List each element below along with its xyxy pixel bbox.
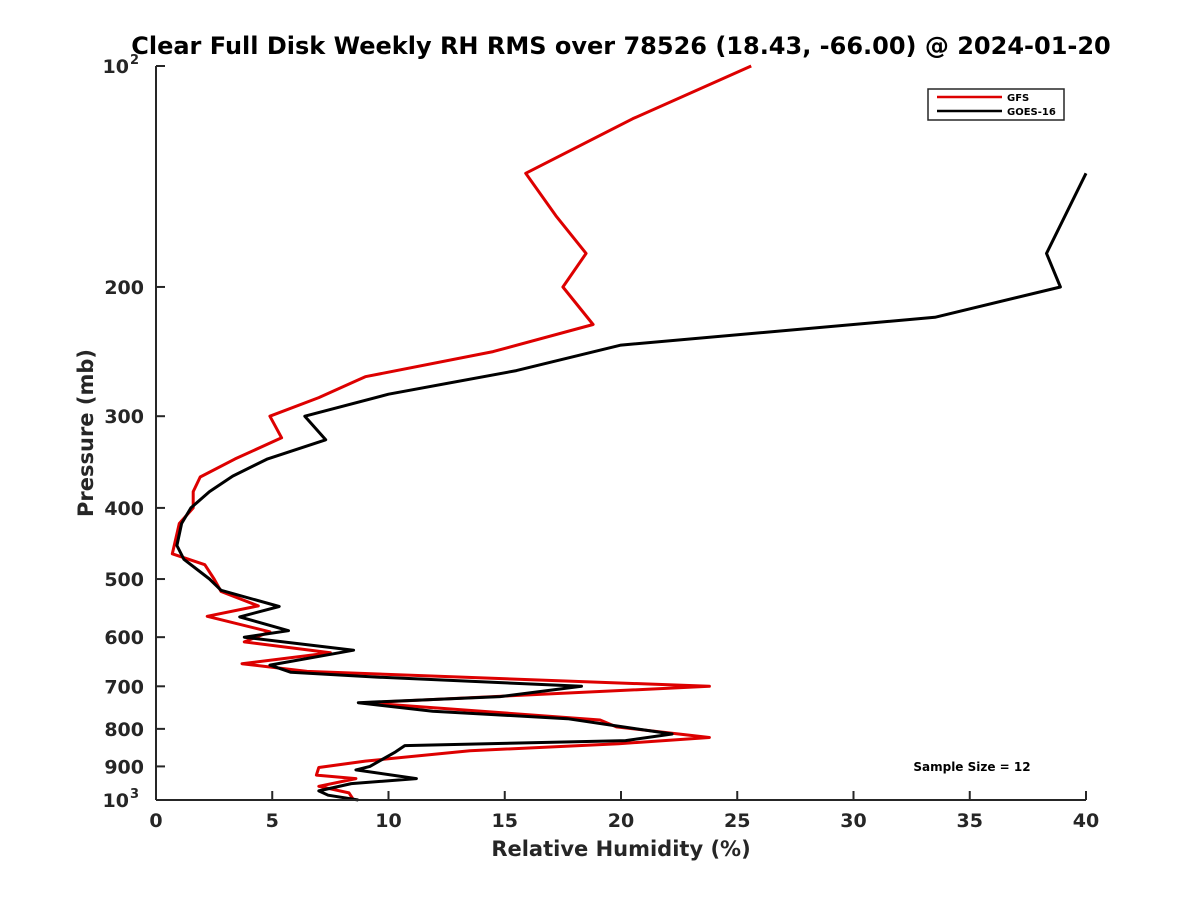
x-tick-label: 5 [266, 810, 279, 832]
y-tick-label-exponent: 3 [130, 787, 139, 802]
y-tick-label-base: 10 [103, 790, 129, 812]
series-line-1 [175, 172, 1088, 802]
y-tick-label: 500 [104, 569, 144, 591]
legend: GFS GOES-16 [927, 88, 1065, 121]
x-ticks: 0 5 10 15 20 25 30 35 40 [149, 791, 1099, 832]
series-line-0 [170, 64, 752, 801]
x-tick-label: 30 [840, 810, 866, 832]
y-tick-label-exponent: 2 [130, 53, 139, 68]
x-tick-label: 10 [375, 810, 401, 832]
x-tick-label: 20 [608, 810, 634, 832]
y-axis-label: Pressure (mb) [74, 349, 98, 517]
legend-label-goes16: GOES-16 [1007, 107, 1056, 118]
x-tick-label: 40 [1073, 810, 1099, 832]
x-tick-label: 15 [492, 810, 518, 832]
y-tick-label: 400 [104, 498, 144, 520]
y-tick-label: 800 [104, 719, 144, 741]
x-axis-label: Relative Humidity (%) [491, 837, 750, 861]
x-tick-label: 35 [957, 810, 983, 832]
legend-box [927, 88, 1065, 121]
x-tick-label: 25 [724, 810, 750, 832]
plot-lines [170, 64, 1088, 802]
sample-size-annotation: Sample Size = 12 [913, 760, 1030, 774]
x-tick-label: 0 [149, 810, 162, 832]
chart-title: Clear Full Disk Weekly RH RMS over 78526… [131, 32, 1111, 60]
y-tick-label: 200 [104, 277, 144, 299]
y-tick-label: 700 [104, 676, 144, 698]
y-tick-label-base: 10 [103, 56, 129, 78]
y-tick-label: 300 [104, 406, 144, 428]
legend-label-gfs: GFS [1007, 93, 1029, 104]
y-tick-label: 900 [104, 756, 144, 778]
y-tick-label: 600 [104, 627, 144, 649]
